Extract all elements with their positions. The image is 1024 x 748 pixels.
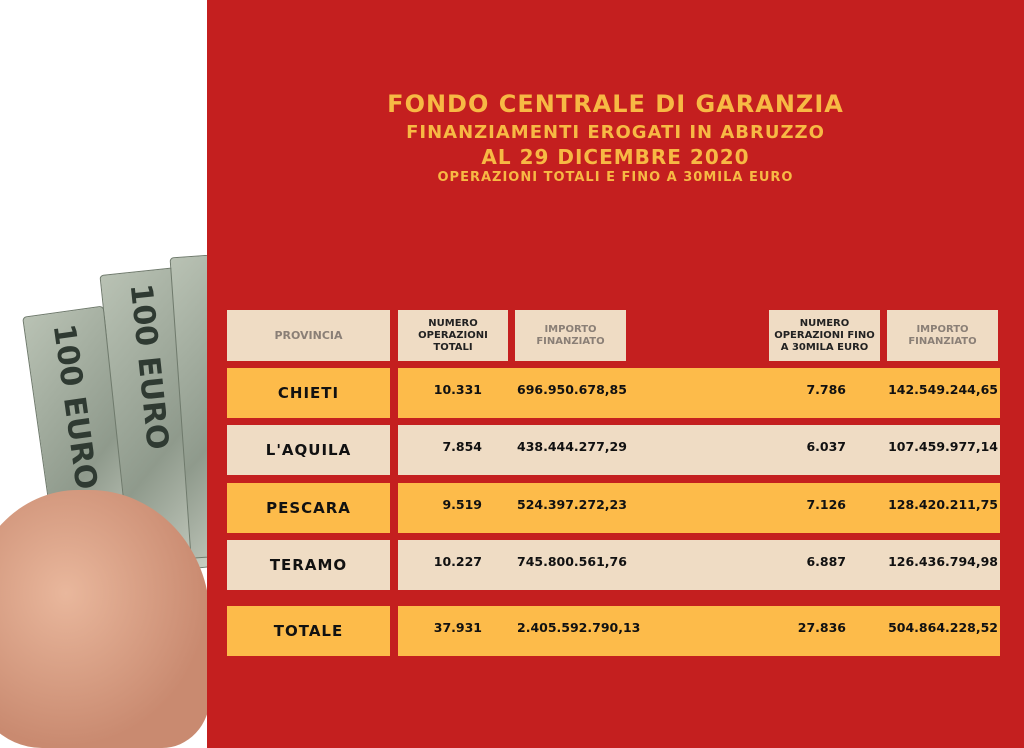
table-row: 7.854 438.444.277,29 6.037 107.459.977,14 xyxy=(398,425,1000,475)
main-title: FONDO CENTRALE DI GARANZIA xyxy=(387,90,844,118)
cell-operazioni-totali: 10.331 xyxy=(433,382,482,397)
cell-operazioni-30mila: 27.836 xyxy=(797,620,846,635)
hand xyxy=(0,490,207,748)
header-importo-totale: IMPORTO FINANZIATO xyxy=(515,310,626,361)
cell-operazioni-totali: 10.227 xyxy=(433,554,482,569)
banknote-text: 100 EURO xyxy=(45,321,104,492)
cell-operazioni-totali: 7.854 xyxy=(442,439,482,454)
header-importo-30mila: IMPORTO FINANZIATO xyxy=(887,310,998,361)
table-row-provincia: L'AQUILA xyxy=(227,425,390,475)
table-row-provincia: TERAMO xyxy=(227,540,390,590)
cell-importo-totale: 696.950.678,85 xyxy=(517,382,627,397)
banknotes-photo: 100 EURO 100 EURO xyxy=(0,0,207,748)
header-operazioni-totali: NUMERO OPERAZIONI TOTALI xyxy=(398,310,508,361)
cell-operazioni-30mila: 6.887 xyxy=(806,554,846,569)
cell-operazioni-30mila: 6.037 xyxy=(806,439,846,454)
table-row: 10.331 696.950.678,85 7.786 142.549.244,65 xyxy=(398,368,1000,418)
table-row-provincia: PESCARA xyxy=(227,483,390,533)
table-row-provincia: CHIETI xyxy=(227,368,390,418)
cell-operazioni-30mila: 7.786 xyxy=(806,382,846,397)
cell-importo-totale: 438.444.277,29 xyxy=(517,439,627,454)
header-provincia: PROVINCIA xyxy=(227,310,390,361)
table-row: 9.519 524.397.272,23 7.126 128.420.211,75 xyxy=(398,483,1000,533)
date-title: AL 29 DICEMBRE 2020 xyxy=(481,145,750,169)
cell-importo-totale: 2.405.592.790,13 xyxy=(517,620,641,635)
cell-importo-30mila: 504.864.228,52 xyxy=(888,620,998,635)
cell-importo-30mila: 142.549.244,65 xyxy=(888,382,998,397)
cell-importo-30mila: 126.436.794,98 xyxy=(888,554,998,569)
cell-importo-30mila: 107.459.977,14 xyxy=(888,439,998,454)
cell-importo-30mila: 128.420.211,75 xyxy=(888,497,998,512)
header-operazioni-30mila: NUMERO OPERAZIONI FINO A 30MILA EURO xyxy=(769,310,880,361)
subtitle-operations: OPERAZIONI TOTALI E FINO A 30MILA EURO xyxy=(437,170,794,185)
banknote-text: 100 EURO xyxy=(122,282,175,452)
total-row: 37.931 2.405.592.790,13 27.836 504.864.228,… xyxy=(398,606,1000,656)
cell-operazioni-totali: 9.519 xyxy=(442,497,482,512)
cell-operazioni-30mila: 7.126 xyxy=(806,497,846,512)
subtitle: FINANZIAMENTI EROGATI IN ABRUZZO xyxy=(406,122,825,143)
cell-importo-totale: 745.800.561,76 xyxy=(517,554,627,569)
total-row-provincia: TOTALE xyxy=(227,606,390,656)
cell-importo-totale: 524.397.272,23 xyxy=(517,497,627,512)
cell-operazioni-totali: 37.931 xyxy=(433,620,482,635)
table-row: 10.227 745.800.561,76 6.887 126.436.794,98 xyxy=(398,540,1000,590)
